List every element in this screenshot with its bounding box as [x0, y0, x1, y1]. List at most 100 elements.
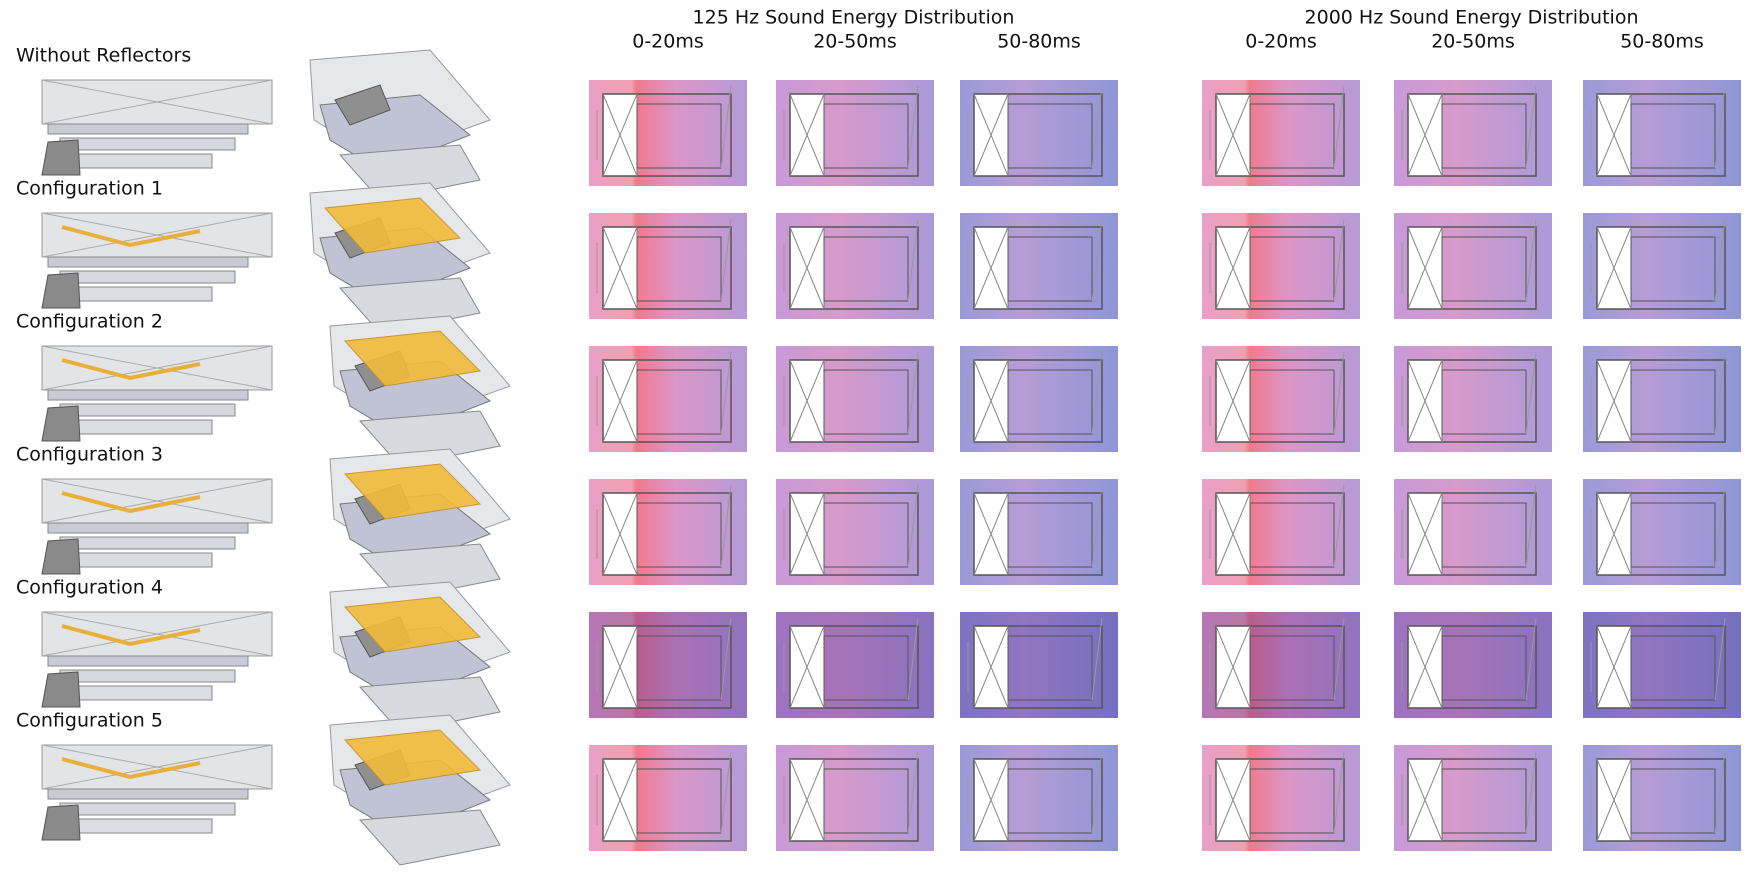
plan-outline — [1407, 758, 1537, 842]
elevation-seating — [41, 671, 81, 708]
plan-inner — [1007, 236, 1093, 302]
plan-line — [973, 93, 1009, 177]
plan-inner — [1249, 103, 1335, 169]
plan-outline — [1215, 625, 1345, 709]
plan-line — [789, 359, 825, 443]
iso-reflector — [343, 330, 482, 387]
plan-line — [602, 758, 638, 842]
plan-line — [1333, 218, 1345, 302]
plan-line — [789, 625, 825, 709]
plan-line — [1215, 226, 1251, 310]
plan-line — [1407, 359, 1443, 443]
plan-inner — [823, 369, 909, 435]
plan-line — [789, 226, 825, 310]
elevation-reflector — [61, 757, 201, 780]
elevation-floor — [61, 818, 213, 834]
plan-line — [1407, 492, 1443, 576]
plan-line — [907, 617, 919, 701]
plan-line — [1596, 625, 1632, 709]
plan-line — [1525, 750, 1537, 834]
elevation-floor — [59, 536, 236, 550]
plan-outline — [1407, 93, 1537, 177]
plan-line — [720, 85, 732, 169]
elevation-line — [41, 345, 273, 391]
plan-outline — [973, 93, 1103, 177]
plan-inner — [823, 768, 909, 834]
plan-outline — [1407, 492, 1537, 576]
plan-line — [602, 93, 638, 177]
elevation-floor — [47, 788, 249, 800]
plan-line — [1333, 351, 1345, 435]
elevation-seating — [41, 139, 81, 176]
elevation-line — [41, 79, 273, 125]
plan-outline — [602, 625, 732, 709]
elevation-floor — [47, 389, 249, 401]
plan-line — [720, 218, 732, 302]
elevation-reflector — [61, 491, 201, 514]
elevation-seating — [41, 538, 81, 575]
elevation-floor — [59, 802, 236, 816]
plan-inner — [1630, 103, 1716, 169]
elevation-reflector — [61, 358, 201, 381]
plan-outline — [1596, 758, 1726, 842]
plan-outline — [1596, 93, 1726, 177]
plan-outline — [1407, 625, 1537, 709]
elevation-floor — [59, 270, 236, 284]
group-title: 125 Hz Sound Energy Distribution — [693, 7, 1015, 29]
elevation-floor — [47, 522, 249, 534]
plan-inner — [636, 369, 722, 435]
plan-inner — [1249, 369, 1335, 435]
plan-line — [1333, 617, 1345, 701]
plan-line — [1525, 484, 1537, 568]
plan-line — [907, 351, 919, 435]
plan-outline — [973, 492, 1103, 576]
plan-line — [1215, 492, 1251, 576]
elevation-seating — [41, 272, 81, 309]
plan-line — [720, 484, 732, 568]
plan-line — [602, 359, 638, 443]
iso-base — [358, 809, 501, 866]
plan-inner — [1630, 236, 1716, 302]
plan-line — [1091, 351, 1103, 435]
plan-line — [1091, 484, 1103, 568]
plan-line — [1407, 93, 1443, 177]
plan-line — [1407, 758, 1443, 842]
plan-line — [1714, 351, 1726, 435]
iso-reflector — [343, 729, 482, 786]
plan-outline — [1215, 226, 1345, 310]
elevation-reflector — [61, 225, 201, 248]
plan-inner — [1007, 768, 1093, 834]
row-label: Without Reflectors — [16, 45, 191, 67]
column-label: 20-50ms — [813, 31, 897, 53]
column-label: 50-80ms — [997, 31, 1081, 53]
plan-outline — [602, 359, 732, 443]
iso-seating — [334, 84, 391, 126]
plan-outline — [1407, 359, 1537, 443]
plan-line — [602, 226, 638, 310]
plan-outline — [602, 226, 732, 310]
plan-line — [973, 492, 1009, 576]
plan-outline — [1215, 758, 1345, 842]
plan-line — [1091, 617, 1103, 701]
plan-inner — [1249, 236, 1335, 302]
plan-line — [1215, 93, 1251, 177]
row-label: Configuration 5 — [16, 710, 163, 732]
plan-inner — [1249, 768, 1335, 834]
plan-line — [720, 750, 732, 834]
plan-line — [1525, 218, 1537, 302]
plan-line — [789, 93, 825, 177]
plan-outline — [1215, 492, 1345, 576]
plan-line — [789, 492, 825, 576]
plan-inner — [1007, 502, 1093, 568]
plan-outline — [1596, 226, 1726, 310]
plan-line — [1714, 750, 1726, 834]
plan-inner — [636, 236, 722, 302]
plan-outline — [789, 93, 919, 177]
plan-line — [720, 351, 732, 435]
plan-outline — [789, 758, 919, 842]
plan-line — [602, 625, 638, 709]
plan-line — [1714, 617, 1726, 701]
group-title: 2000 Hz Sound Energy Distribution — [1305, 7, 1639, 29]
elevation-line — [41, 611, 273, 657]
plan-line — [1215, 359, 1251, 443]
